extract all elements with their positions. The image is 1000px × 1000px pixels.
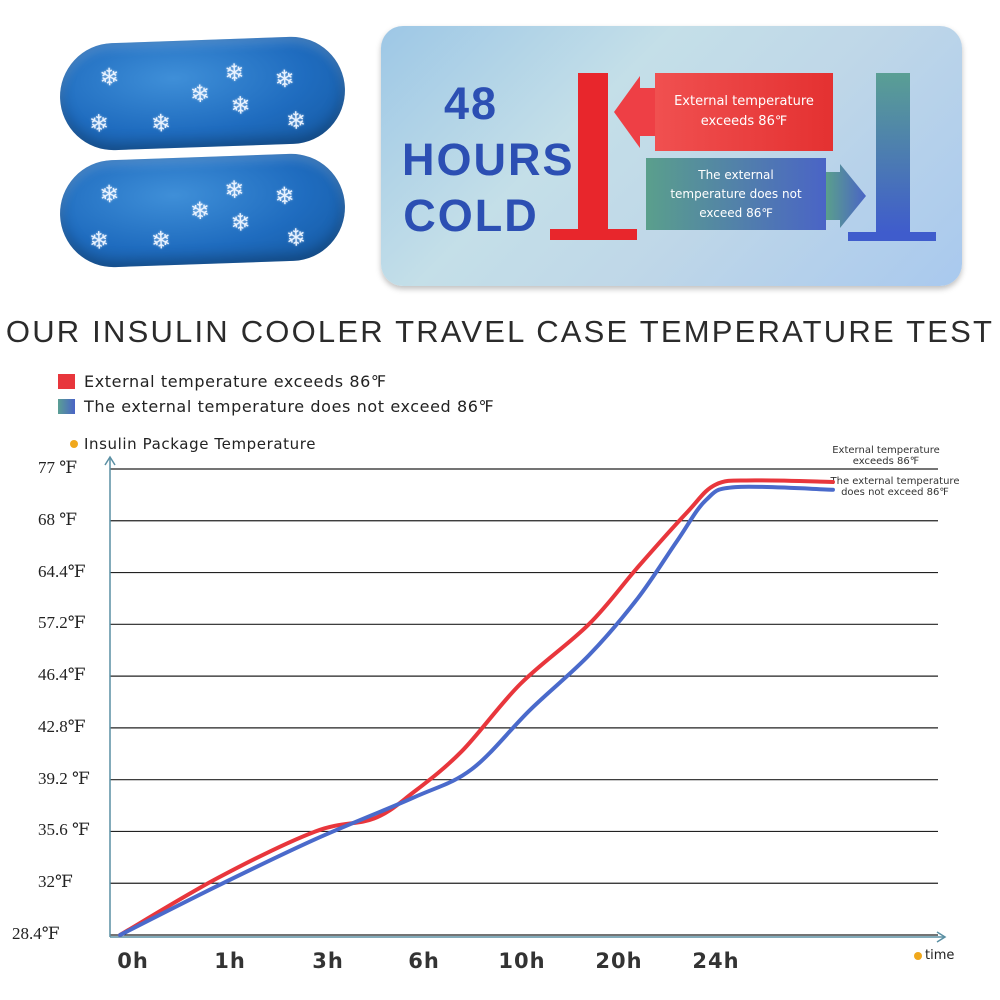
blue-thermometer-icon	[876, 73, 910, 233]
cold-duration-panel	[381, 26, 962, 286]
hours-number: 48	[443, 78, 499, 129]
end-label-red: External temperature exceeds 86℉	[832, 445, 940, 467]
x-axis-arrow-icon	[936, 931, 947, 943]
x-tick-label: 0h	[117, 949, 149, 973]
legend-red-label: External temperature exceeds 86℉	[84, 371, 387, 391]
left-arrow-icon	[614, 76, 655, 148]
red-thermometer-icon	[578, 73, 608, 233]
legend-blue: The external temperature does not exceed…	[58, 396, 494, 416]
y-tick-label: 64.4℉	[38, 561, 86, 581]
x-tick-label: 20h	[595, 949, 643, 973]
y-tick-label: 42.8℉	[38, 716, 86, 736]
y-tick-label: 57.2℉	[38, 613, 86, 633]
y-axis-arrow-icon	[104, 455, 116, 466]
external-not-exceeds-box: The external temperature does not exceed…	[646, 158, 826, 230]
y-tick-label: 28.4℉	[12, 924, 60, 943]
y-tick-label: 77 ℉	[38, 458, 78, 477]
end-label-blue: The external temperature does not exceed…	[830, 476, 960, 498]
external-not-exceeds-text: The external temperature does not exceed…	[670, 167, 802, 220]
y-axis-title-text: Insulin Package Temperature	[84, 435, 317, 453]
y-tick-label: 35.6 ℉	[38, 820, 90, 840]
right-arrow-icon	[826, 164, 866, 228]
y-axis-title: Insulin Package Temperature	[70, 435, 316, 453]
series-line-exceeds	[118, 478, 835, 937]
x-tick-label: 3h	[312, 949, 344, 973]
page-title: OUR INSULIN COOLER TRAVEL CASE TEMPERATU…	[5, 314, 995, 349]
x-axis-dot	[914, 951, 922, 960]
legend-red-swatch	[58, 373, 75, 389]
x-tick-label: 24h	[692, 949, 740, 973]
external-exceeds-text: External temperature exceeds 86℉	[674, 94, 814, 129]
series-line-not-exceeds	[118, 484, 835, 937]
legend-blue-label: The external temperature does not exceed…	[84, 396, 495, 416]
thermometer-graphic	[550, 73, 936, 241]
external-exceeds-box: External temperature exceeds 86℉	[655, 73, 833, 151]
y-tick-label: 32℉	[38, 872, 73, 892]
y-axis-dot	[70, 440, 78, 448]
x-tick-label: 10h	[498, 949, 546, 973]
x-axis-title-text: time	[925, 948, 955, 963]
x-tick-label: 1h	[214, 949, 246, 973]
cold-word: COLD	[403, 190, 539, 241]
y-tick-label: 39.2 ℉	[38, 768, 90, 788]
legend-blue-swatch	[58, 398, 75, 414]
x-axis-title: time	[914, 948, 954, 963]
y-tick-label: 68 ℉	[38, 509, 78, 529]
x-tick-label: 6h	[408, 949, 440, 973]
y-tick-label: 46.4℉	[38, 665, 86, 685]
legend-red: External temperature exceeds 86℉	[58, 371, 387, 391]
